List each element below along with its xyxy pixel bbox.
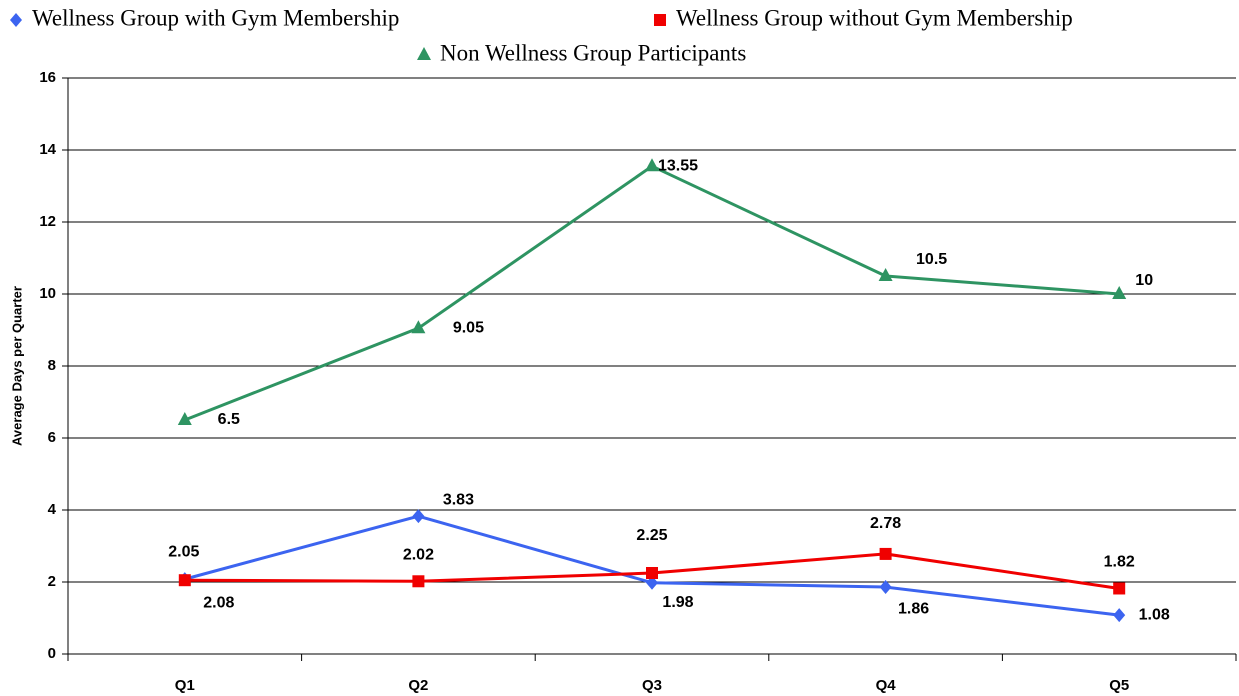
marker bbox=[10, 13, 22, 27]
data-label: 6.5 bbox=[218, 411, 240, 428]
data-label: 2.78 bbox=[870, 515, 901, 532]
marker bbox=[178, 574, 191, 587]
y-tick-label: 8 bbox=[48, 357, 56, 374]
y-tick-label: 4 bbox=[48, 501, 57, 518]
data-label: 2.05 bbox=[168, 543, 199, 560]
data-label: 1.86 bbox=[898, 600, 929, 617]
data-label: 10.5 bbox=[916, 251, 947, 268]
marker bbox=[646, 567, 658, 579]
marker bbox=[177, 412, 192, 425]
data-label: 3.83 bbox=[443, 491, 474, 508]
y-axis-label: Average Days per Quarter bbox=[9, 286, 24, 446]
marker bbox=[646, 575, 658, 590]
marker bbox=[1113, 582, 1126, 595]
marker bbox=[879, 580, 892, 595]
legend-label: Non Wellness Group Participants bbox=[440, 40, 746, 65]
y-tick-label: 16 bbox=[39, 69, 56, 86]
marker bbox=[879, 547, 892, 560]
marker bbox=[411, 320, 426, 334]
data-label: 10 bbox=[1135, 272, 1153, 289]
y-tick-label: 6 bbox=[48, 429, 56, 446]
x-tick-label: Q4 bbox=[876, 677, 897, 694]
data-label: 2.08 bbox=[203, 594, 234, 611]
data-label: 1.82 bbox=[1104, 554, 1135, 571]
x-tick-label: Q3 bbox=[642, 677, 662, 694]
marker bbox=[417, 47, 431, 60]
data-label: 2.25 bbox=[636, 527, 667, 544]
marker bbox=[645, 158, 659, 172]
legend-label: Wellness Group with Gym Membership bbox=[32, 5, 399, 30]
y-tick-label: 10 bbox=[39, 285, 56, 302]
data-label: 9.05 bbox=[453, 319, 484, 336]
x-tick-label: Q2 bbox=[408, 677, 428, 694]
y-tick-label: 2 bbox=[48, 573, 56, 590]
data-label: 1.98 bbox=[662, 594, 693, 611]
x-tick-label: Q5 bbox=[1109, 677, 1129, 694]
data-label: 2.02 bbox=[403, 546, 434, 563]
marker bbox=[1113, 608, 1126, 623]
y-tick-label: 0 bbox=[48, 645, 56, 662]
marker bbox=[412, 509, 425, 524]
legend-label: Wellness Group without Gym Membership bbox=[676, 5, 1073, 30]
data-label: 1.08 bbox=[1139, 606, 1170, 623]
y-tick-label: 12 bbox=[39, 213, 56, 230]
marker bbox=[412, 575, 425, 588]
data-label: 13.55 bbox=[658, 157, 698, 174]
series-line bbox=[184, 164, 1120, 422]
x-tick-label: Q1 bbox=[175, 677, 195, 694]
marker bbox=[878, 268, 893, 281]
marker bbox=[654, 14, 666, 26]
y-tick-label: 14 bbox=[39, 141, 56, 158]
marker bbox=[1112, 286, 1127, 299]
